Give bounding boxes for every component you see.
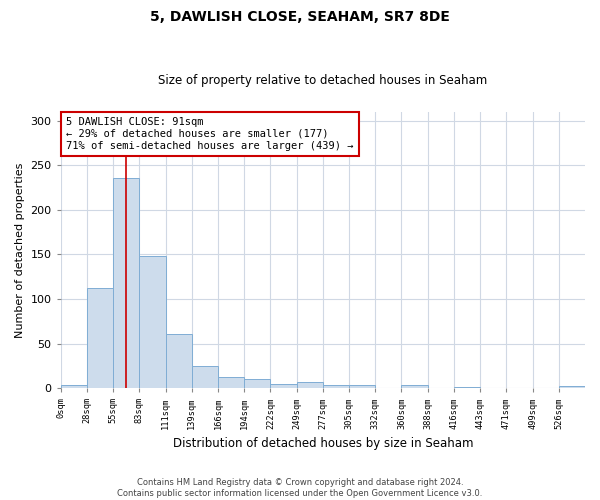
Bar <box>454 387 480 388</box>
Bar <box>559 386 585 388</box>
Bar <box>323 386 349 388</box>
Bar <box>271 384 296 388</box>
Bar <box>166 334 192 388</box>
X-axis label: Distribution of detached houses by size in Seaham: Distribution of detached houses by size … <box>173 437 473 450</box>
Bar <box>139 256 166 388</box>
Bar <box>61 386 87 388</box>
Bar <box>87 288 113 388</box>
Bar <box>218 376 244 388</box>
Bar <box>244 379 271 388</box>
Title: Size of property relative to detached houses in Seaham: Size of property relative to detached ho… <box>158 74 487 87</box>
Text: 5, DAWLISH CLOSE, SEAHAM, SR7 8DE: 5, DAWLISH CLOSE, SEAHAM, SR7 8DE <box>150 10 450 24</box>
Text: 5 DAWLISH CLOSE: 91sqm
← 29% of detached houses are smaller (177)
71% of semi-de: 5 DAWLISH CLOSE: 91sqm ← 29% of detached… <box>66 118 353 150</box>
Bar <box>113 178 139 388</box>
Bar <box>349 386 375 388</box>
Text: Contains HM Land Registry data © Crown copyright and database right 2024.
Contai: Contains HM Land Registry data © Crown c… <box>118 478 482 498</box>
Bar <box>296 382 323 388</box>
Bar <box>401 386 428 388</box>
Y-axis label: Number of detached properties: Number of detached properties <box>15 162 25 338</box>
Bar <box>192 366 218 388</box>
